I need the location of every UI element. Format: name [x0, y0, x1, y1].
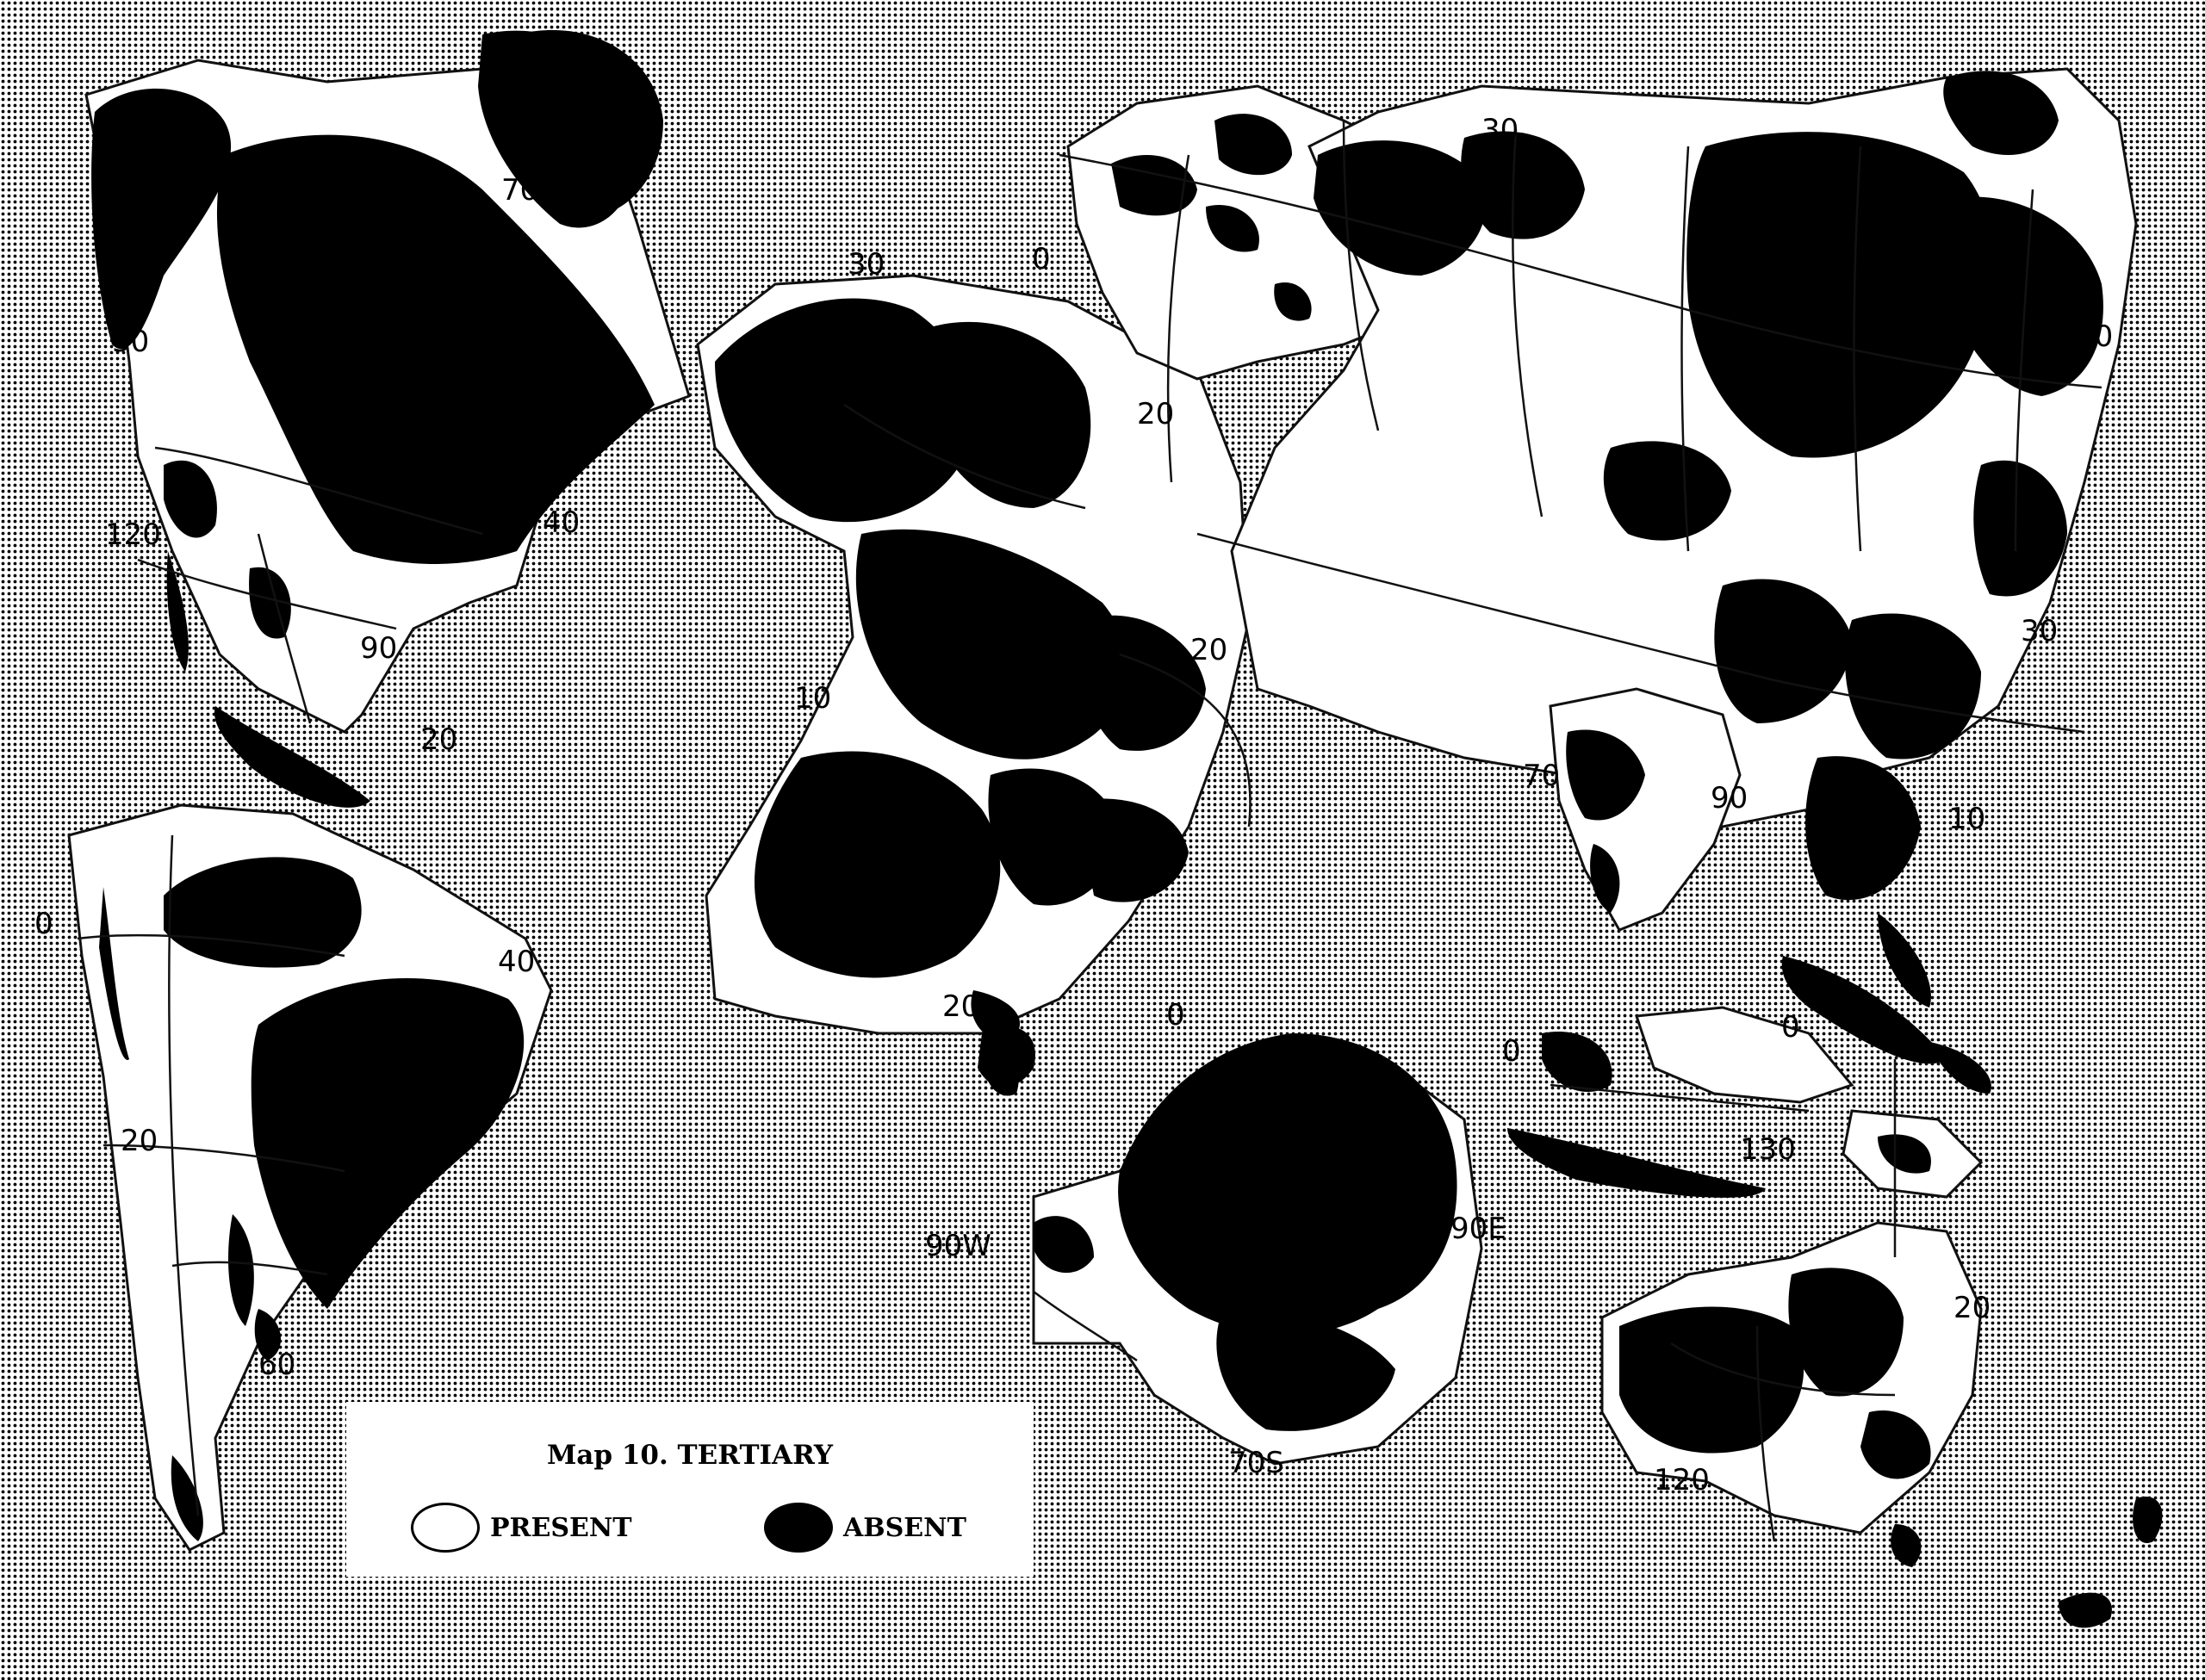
legend-item-absent: ABSENT [764, 1503, 966, 1553]
grid-label: 20 [1137, 397, 1174, 431]
legend-label-present: PRESENT [490, 1512, 632, 1543]
grid-label: 30 [2021, 614, 2058, 648]
landmass-north-america [84, 30, 691, 808]
grid-label: 30 [848, 247, 885, 282]
landmass-southeast-asia [1507, 756, 1991, 1199]
legend-label-absent: ABSENT [843, 1512, 966, 1543]
landmass-greenland [504, 29, 663, 217]
grid-label: 0 [34, 907, 53, 941]
grid-label: 20 [1190, 633, 1227, 667]
graticule [77, 120, 2103, 1542]
grid-label: 10 [1948, 802, 1985, 836]
grid-label: 60 [258, 1348, 295, 1382]
grid-label: 10 [794, 681, 831, 716]
grid-label: 120 [1804, 151, 1860, 185]
grid-label: 20 [121, 1124, 158, 1158]
grid-label: 90 [360, 631, 397, 666]
grid-label: 50 [1533, 195, 1570, 230]
grid-label: 70 [1523, 759, 1560, 793]
legend-item-present: PRESENT [411, 1503, 632, 1553]
grid-label: 0 [1135, 855, 1154, 890]
landmass-africa [696, 274, 1251, 1042]
landmass-antarctica [982, 1033, 1483, 1466]
filled-ellipse-icon [764, 1503, 833, 1553]
landmass-australia [1600, 1221, 1983, 1567]
grid-label: 90E [1450, 1212, 1506, 1246]
grid-label: 90W [925, 1229, 991, 1263]
grid-label: 20 [942, 989, 979, 1024]
grid-label: 70S [1228, 1446, 1284, 1480]
map-title: Map 10. TERTIARY [546, 1440, 834, 1471]
grid-label: 40 [543, 505, 580, 540]
landmass-new-zealand [2059, 1497, 2163, 1628]
grid-label: 20 [420, 722, 457, 757]
grid-label: 0 [1781, 1010, 1800, 1045]
grid-label: 0 [1166, 998, 1185, 1032]
landmass-south-america [67, 803, 553, 1552]
grid-label: 70 [501, 173, 538, 208]
grid-label: 20 [1953, 1291, 1991, 1325]
grid-label: 50 [112, 325, 149, 359]
grid-label: 30 [1481, 113, 1519, 147]
grid-label: 130 [1740, 1132, 1796, 1167]
grid-label: 90 [1695, 163, 1732, 197]
grid-label: 60 [2076, 319, 2113, 354]
grid-label: 90 [1711, 781, 1748, 815]
open-ellipse-icon [411, 1503, 480, 1553]
grid-label: 0 [1502, 1034, 1521, 1069]
landmass-india [1549, 687, 1742, 932]
grid-label: 120 [105, 518, 161, 552]
grid-label: 0 [1032, 242, 1051, 276]
grid-labels: 50 120 90 70 40 20 30 0 20 10 0 20 20 50… [34, 113, 2113, 1497]
grid-label: 40 [498, 945, 535, 979]
legend-box: Map 10. TERTIARY PRESENT ABSENT [346, 1402, 1034, 1577]
grid-label: 120 [1654, 1463, 1710, 1497]
